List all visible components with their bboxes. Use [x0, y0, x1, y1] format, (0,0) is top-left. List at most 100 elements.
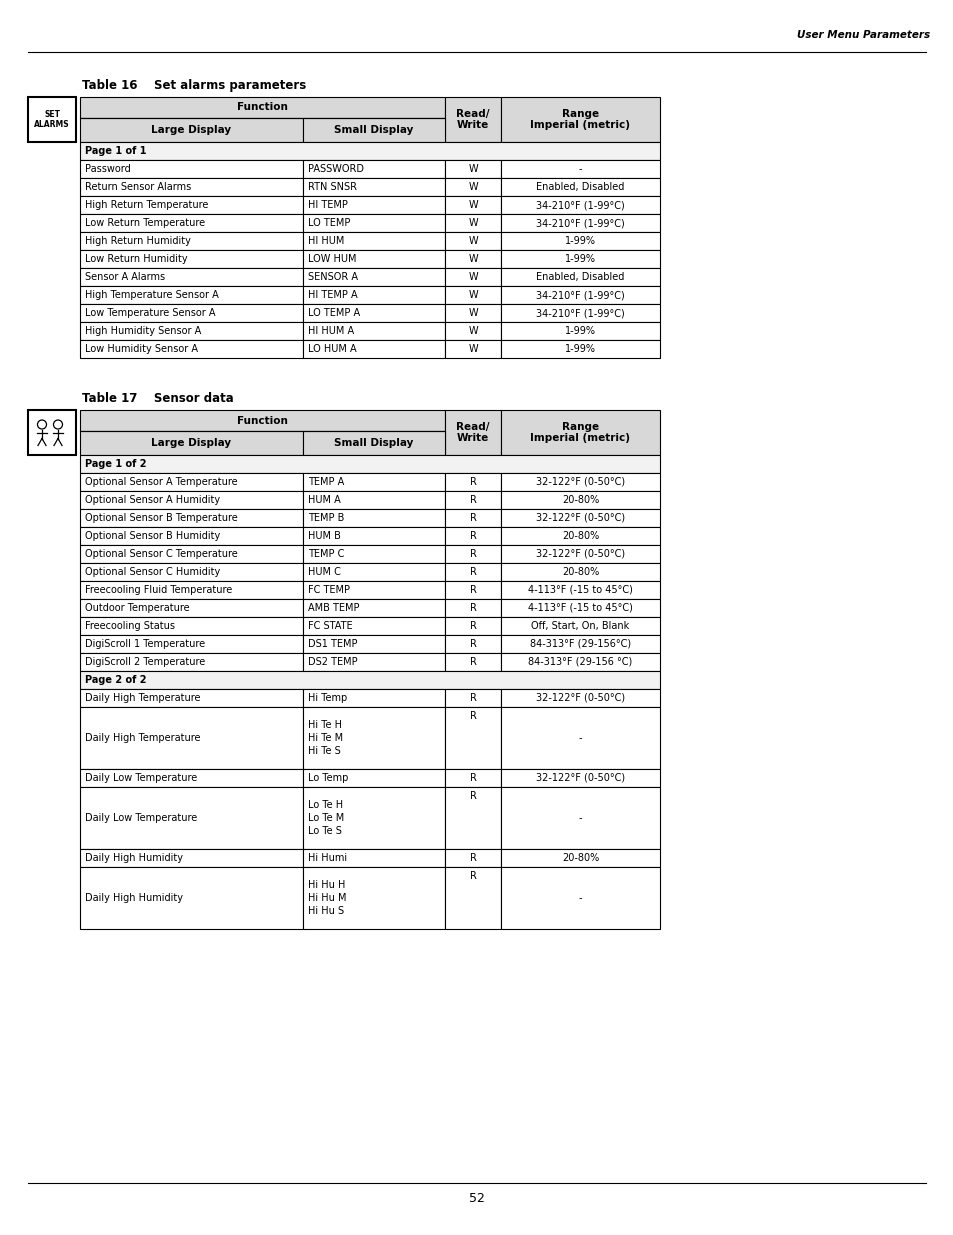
Text: PASSWORD: PASSWORD — [308, 164, 364, 174]
Bar — [444, 268, 500, 287]
Text: R: R — [469, 621, 476, 631]
Bar — [80, 769, 303, 787]
Bar — [80, 848, 303, 867]
Bar — [80, 287, 303, 304]
Text: R: R — [469, 790, 476, 802]
Bar — [80, 618, 303, 635]
Text: 1-99%: 1-99% — [564, 236, 596, 246]
Bar — [80, 563, 303, 580]
Bar — [303, 232, 444, 249]
Text: LO HUM A: LO HUM A — [308, 345, 356, 354]
Bar — [500, 492, 659, 509]
Bar — [444, 509, 500, 527]
Bar — [80, 867, 303, 929]
Text: Range
Imperial (metric): Range Imperial (metric) — [530, 421, 630, 443]
Text: R: R — [469, 657, 476, 667]
Text: 32-122°F (0-50°C): 32-122°F (0-50°C) — [536, 550, 624, 559]
Bar — [500, 214, 659, 232]
Text: Hi Te H
Hi Te M
Hi Te S: Hi Te H Hi Te M Hi Te S — [308, 720, 343, 756]
Text: Small Display: Small Display — [334, 438, 414, 448]
Text: Optional Sensor B Temperature: Optional Sensor B Temperature — [85, 513, 237, 522]
Bar — [303, 340, 444, 358]
Bar — [80, 527, 303, 545]
Text: 1-99%: 1-99% — [564, 345, 596, 354]
Text: HI TEMP: HI TEMP — [308, 200, 348, 210]
Text: TEMP C: TEMP C — [308, 550, 344, 559]
Bar — [444, 178, 500, 196]
Text: W: W — [468, 326, 477, 336]
Text: W: W — [468, 254, 477, 264]
Text: 4-113°F (-15 to 45°C): 4-113°F (-15 to 45°C) — [528, 585, 632, 595]
Bar — [444, 304, 500, 322]
Text: HI TEMP A: HI TEMP A — [308, 290, 357, 300]
Text: High Temperature Sensor A: High Temperature Sensor A — [85, 290, 218, 300]
Bar — [303, 249, 444, 268]
Bar — [444, 653, 500, 671]
Text: R: R — [469, 603, 476, 613]
Text: 32-122°F (0-50°C): 32-122°F (0-50°C) — [536, 773, 624, 783]
Bar — [444, 769, 500, 787]
Text: 32-122°F (0-50°C): 32-122°F (0-50°C) — [536, 513, 624, 522]
Text: R: R — [469, 495, 476, 505]
Bar — [80, 410, 444, 431]
Text: Read/
Write: Read/ Write — [456, 421, 489, 443]
Bar — [303, 119, 444, 142]
Text: 32-122°F (0-50°C): 32-122°F (0-50°C) — [536, 477, 624, 487]
Bar — [444, 545, 500, 563]
Bar — [80, 178, 303, 196]
Bar — [80, 599, 303, 618]
Text: FC STATE: FC STATE — [308, 621, 353, 631]
Text: W: W — [468, 219, 477, 228]
Bar — [444, 287, 500, 304]
Bar — [444, 689, 500, 706]
Text: Return Sensor Alarms: Return Sensor Alarms — [85, 182, 191, 191]
Text: R: R — [469, 550, 476, 559]
Text: Large Display: Large Display — [152, 438, 232, 448]
Text: 20-80%: 20-80% — [561, 495, 598, 505]
Text: High Return Temperature: High Return Temperature — [85, 200, 208, 210]
Bar — [500, 304, 659, 322]
Text: Large Display: Large Display — [152, 125, 232, 135]
Text: HI HUM: HI HUM — [308, 236, 344, 246]
Text: LO TEMP A: LO TEMP A — [308, 308, 359, 317]
Text: SENSOR A: SENSOR A — [308, 272, 357, 282]
Text: HUM C: HUM C — [308, 567, 340, 577]
Bar — [444, 98, 500, 142]
Text: Enabled, Disabled: Enabled, Disabled — [536, 272, 624, 282]
Bar — [444, 340, 500, 358]
Text: Low Humidity Sensor A: Low Humidity Sensor A — [85, 345, 198, 354]
Bar — [444, 635, 500, 653]
Bar — [80, 340, 303, 358]
Text: SET
ALARMS: SET ALARMS — [34, 110, 70, 130]
Text: Daily High Humidity: Daily High Humidity — [85, 893, 183, 903]
Text: LO TEMP: LO TEMP — [308, 219, 350, 228]
Bar — [80, 580, 303, 599]
Text: 20-80%: 20-80% — [561, 853, 598, 863]
Text: Outdoor Temperature: Outdoor Temperature — [85, 603, 190, 613]
Text: AMB TEMP: AMB TEMP — [308, 603, 359, 613]
Bar — [303, 509, 444, 527]
Bar — [80, 322, 303, 340]
Bar — [80, 119, 303, 142]
Text: 52: 52 — [469, 1192, 484, 1205]
Bar — [444, 410, 500, 454]
Bar — [303, 618, 444, 635]
Text: 84-313°F (29-156 °C): 84-313°F (29-156 °C) — [528, 657, 632, 667]
Bar — [444, 161, 500, 178]
Text: W: W — [468, 200, 477, 210]
Bar — [444, 848, 500, 867]
Bar — [303, 689, 444, 706]
Bar — [444, 492, 500, 509]
Bar — [500, 178, 659, 196]
Bar — [444, 196, 500, 214]
Bar — [303, 563, 444, 580]
Bar — [28, 98, 76, 142]
Bar — [444, 599, 500, 618]
Text: User Menu Parameters: User Menu Parameters — [796, 30, 929, 40]
Text: R: R — [469, 871, 476, 881]
Text: Lo Te H
Lo Te M
Lo Te S: Lo Te H Lo Te M Lo Te S — [308, 800, 344, 836]
Text: Daily Low Temperature: Daily Low Temperature — [85, 773, 197, 783]
Text: Daily High Humidity: Daily High Humidity — [85, 853, 183, 863]
Bar — [303, 304, 444, 322]
Text: 1-99%: 1-99% — [564, 326, 596, 336]
